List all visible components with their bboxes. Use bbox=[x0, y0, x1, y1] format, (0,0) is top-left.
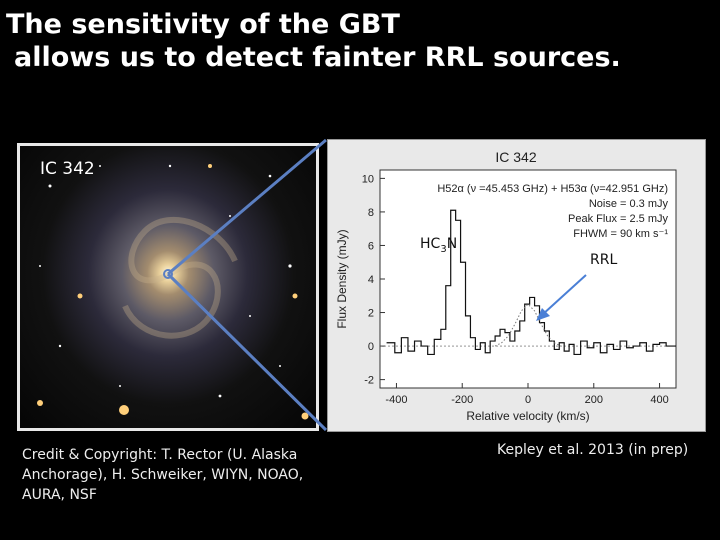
hc3n-label: HC3N bbox=[420, 236, 457, 255]
plot-frame bbox=[379, 169, 677, 389]
spectrum-series bbox=[386, 209, 676, 356]
galaxy-image: IC 342 bbox=[17, 143, 319, 431]
slide-title: The sensitivity of the GBT allows us to … bbox=[6, 8, 621, 74]
image-credit: Credit & Copyright: T. Rector (U. Alaska… bbox=[22, 447, 304, 503]
spectrum-plot: IC 342 -2 0 2 4 6 8 10 -400 -200 0 200 400 H52α (ν… bbox=[327, 139, 706, 432]
y-axis-label: Flux Density (mJy) bbox=[335, 229, 349, 328]
y-tick-label: 8 bbox=[368, 207, 374, 219]
legend-line-1: H52α (ν =45.453 GHz) + H53α (ν=42.951 GH… bbox=[437, 183, 668, 195]
fit-series bbox=[494, 303, 562, 347]
legend-line-2: Noise = 0.3 mJy bbox=[589, 198, 669, 210]
y-tick-label: 2 bbox=[368, 308, 374, 320]
x-axis-label: Relative velocity (km/s) bbox=[466, 409, 589, 423]
legend-line-4: FHWM = 90 km s⁻¹ bbox=[573, 228, 668, 240]
rrl-arrow bbox=[541, 274, 587, 316]
title-line-2: allows us to detect fainter RRL sources. bbox=[14, 42, 621, 73]
y-tick-label: 0 bbox=[368, 341, 374, 353]
y-tick-label: -2 bbox=[364, 375, 374, 387]
x-tick-label: -200 bbox=[451, 394, 473, 406]
chart-title: IC 342 bbox=[495, 149, 536, 165]
x-tick-label: 200 bbox=[585, 394, 603, 406]
legend-text: H52α (ν =45.453 GHz) + H53α (ν=42.951 GH… bbox=[437, 183, 668, 240]
x-tick-label: 0 bbox=[525, 394, 531, 406]
x-tick-label: -400 bbox=[385, 394, 407, 406]
title-line-1: The sensitivity of the GBT bbox=[6, 9, 400, 40]
galaxy-stars bbox=[37, 164, 309, 420]
x-tick-label: 400 bbox=[650, 394, 668, 406]
rrl-label: RRL bbox=[590, 252, 617, 268]
y-tick-label: 4 bbox=[368, 274, 374, 286]
y-tick-label: 10 bbox=[362, 173, 374, 185]
spectrum-chart: IC 342 -2 0 2 4 6 8 10 -400 -200 0 200 400 H52α (ν… bbox=[335, 149, 677, 423]
y-tick-label: 6 bbox=[368, 240, 374, 252]
galaxy-label: IC 342 bbox=[40, 159, 95, 179]
rrl-arrowhead bbox=[536, 308, 550, 321]
citation: Kepley et al. 2013 (in prep) bbox=[497, 442, 689, 458]
legend-line-3: Peak Flux = 2.5 mJy bbox=[568, 213, 668, 225]
